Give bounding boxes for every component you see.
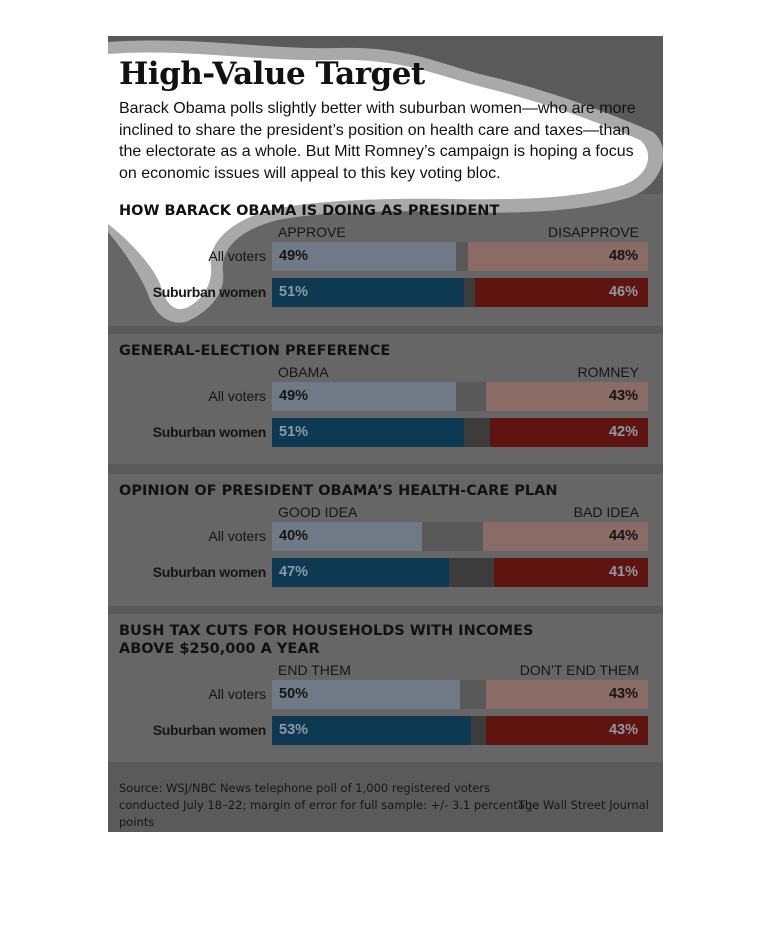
row-label: All voters [208,686,266,702]
bar-left-segment: 49% [272,382,456,411]
bar-right-segment: 43% [486,680,648,709]
bar-undecided-segment [471,716,486,745]
bar-right-segment: 42% [490,418,648,447]
row-label: Suburban women [152,564,267,580]
bar-undecided-segment [449,558,494,587]
bar-right-value: 46% [608,284,638,300]
infographic-card: High-Value Target Barack Obama polls sli… [108,36,663,832]
left-category-label: END THEM [278,662,351,678]
left-category-label: OBAMA [278,364,329,380]
bar-undecided-segment [464,418,490,447]
row-label: Suburban women [152,284,267,300]
bar-left-value: 51% [279,284,309,300]
bar-left-value: 49% [279,388,309,404]
section-title: GENERAL-ELECTION PREFERENCE [119,343,391,359]
bar-undecided-segment [456,242,468,271]
bar-undecided-segment [456,382,486,411]
chart-title: High-Value Target [119,56,425,92]
credit: The Wall Street Journal [517,798,649,812]
right-category-label: BAD IDEA [573,504,639,520]
bar-left-value: 50% [279,686,309,702]
source-note: Source: WSJ/NBC News telephone poll of 1… [119,781,540,829]
bar-right-segment: 43% [486,716,648,745]
bar-row: 51% 46% [272,278,648,307]
bar-row: 40% 44% [272,522,648,551]
bar-left-value: 49% [279,248,309,264]
section-title: OPINION OF PRESIDENT OBAMA’S HEALTH-CARE… [119,483,558,499]
right-category-label: ROMNEY [577,364,639,380]
row-label: All voters [208,388,266,404]
bar-left-segment: 47% [272,558,449,587]
bar-right-value: 44% [608,528,638,544]
bar-left-segment: 51% [272,278,464,307]
bar-row: 49% 48% [272,242,648,271]
bar-right-value: 41% [608,564,638,580]
bar-row: 47% 41% [272,558,648,587]
bar-left-value: 53% [279,722,309,738]
bar-left-value: 40% [279,528,309,544]
bar-left-segment: 53% [272,716,471,745]
bar-right-value: 48% [608,248,638,264]
bar-row: 51% 42% [272,418,648,447]
row-label: All voters [208,528,266,544]
section-title: HOW BARACK OBAMA IS DOING AS PRESIDENT [119,203,500,219]
row-label: Suburban women [152,722,267,738]
bar-left-value: 51% [279,424,309,440]
bar-left-segment: 49% [272,242,456,271]
highlight-blob [108,40,663,323]
intro-text: Barack Obama polls slightly better with … [119,100,636,182]
bar-row: 49% 43% [272,382,648,411]
bar-right-value: 42% [608,424,638,440]
left-category-label: APPROVE [278,224,346,240]
bar-right-value: 43% [608,686,638,702]
bar-undecided-segment [422,522,483,551]
right-category-label: DISAPPROVE [547,224,639,240]
section-title: BUSH TAX CUTS FOR HOUSEHOLDS WITH INCOME… [119,623,534,657]
bar-right-segment: 48% [468,242,648,271]
bar-row: 50% 43% [272,680,648,709]
bar-left-segment: 51% [272,418,464,447]
bar-left-value: 47% [279,564,309,580]
bar-left-segment: 40% [272,522,422,551]
right-category-label: DON’T END THEM [519,662,639,678]
row-label: Suburban women [152,424,267,440]
bar-right-value: 43% [608,722,638,738]
bar-right-segment: 43% [486,382,648,411]
bar-undecided-segment [464,278,475,307]
bar-left-segment: 50% [272,680,460,709]
bar-right-segment: 44% [483,522,648,551]
bar-row: 53% 43% [272,716,648,745]
bar-right-segment: 46% [475,278,648,307]
bar-right-segment: 41% [494,558,648,587]
left-category-label: GOOD IDEA [278,504,358,520]
bar-right-value: 43% [608,388,638,404]
bar-undecided-segment [460,680,486,709]
row-label: All voters [208,248,266,264]
